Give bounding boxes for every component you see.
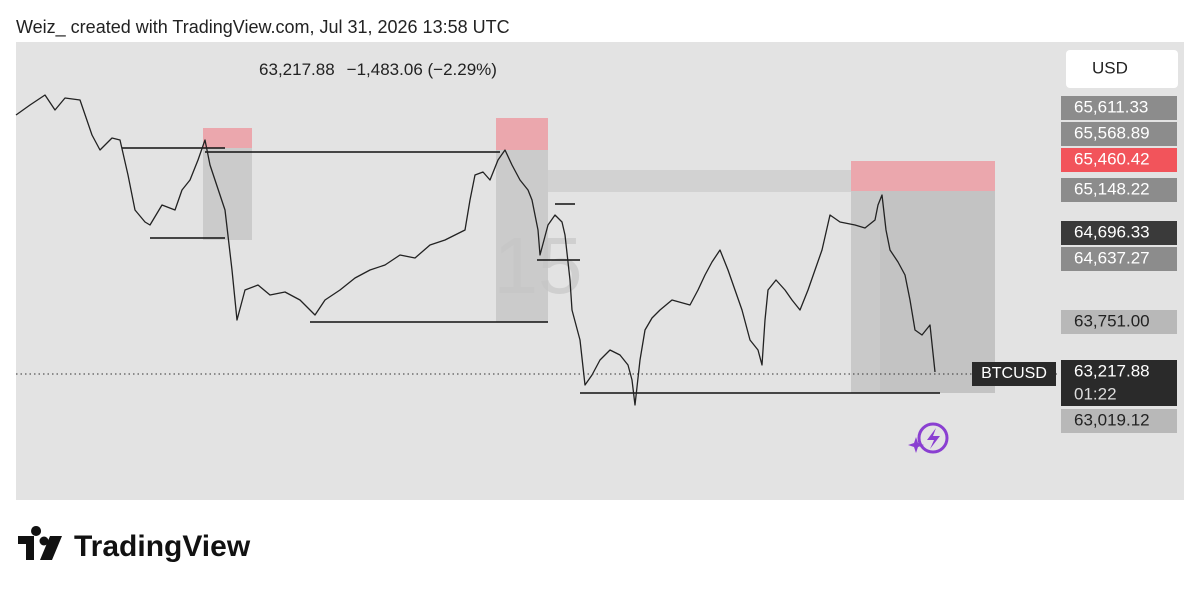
- zone: [203, 148, 252, 240]
- currency: USD: [1092, 58, 1128, 77]
- price-label: 63,019.12: [1074, 410, 1150, 429]
- symbol: BTCUSD: [981, 365, 1047, 382]
- brand: TradingView: [74, 530, 251, 563]
- zone: [203, 128, 252, 148]
- price-series: [15, 94, 936, 406]
- price-label: 64,696.33: [1074, 222, 1150, 241]
- price-tag: [1061, 178, 1177, 202]
- price-label: 65,611.33: [1074, 97, 1148, 116]
- logo: [18, 526, 62, 560]
- price-label: 64,637.27: [1074, 248, 1150, 267]
- zone: [880, 191, 995, 393]
- price-tag: [1061, 247, 1177, 271]
- icon-bolt: [927, 428, 940, 449]
- price-label: 65,568.89: [1074, 123, 1150, 142]
- price-label: 63,217.88: [1074, 361, 1150, 380]
- currency-button[interactable]: [1066, 50, 1178, 88]
- icon-sparkle: [908, 437, 924, 453]
- caption: Weiz_ created with TradingView.com, Jul …: [16, 17, 510, 38]
- levels: [122, 147, 940, 394]
- icon[interactable]: [917, 422, 949, 454]
- last-price: 63,217.88 −1,483.06 (−2.29%): [259, 60, 497, 79]
- zone: [496, 150, 548, 322]
- price-tag: [1061, 360, 1177, 406]
- price-tag: [1061, 96, 1177, 120]
- price-tag: [1061, 221, 1177, 245]
- zone: [548, 170, 880, 192]
- price-tag: [1061, 310, 1177, 334]
- price-tag: [1061, 122, 1177, 146]
- countdown: 01:22: [1074, 384, 1117, 403]
- price-label: 65,148.22: [1074, 179, 1150, 198]
- price-tag: [1061, 409, 1177, 433]
- zone: [496, 118, 548, 150]
- chart-area: [16, 42, 1184, 500]
- price-label: 65,460.42: [1074, 149, 1150, 168]
- symbol-tag: [972, 362, 1056, 386]
- zone: [851, 161, 995, 191]
- price-tag: [1061, 148, 1177, 172]
- price-label: 63,751.00: [1074, 311, 1150, 330]
